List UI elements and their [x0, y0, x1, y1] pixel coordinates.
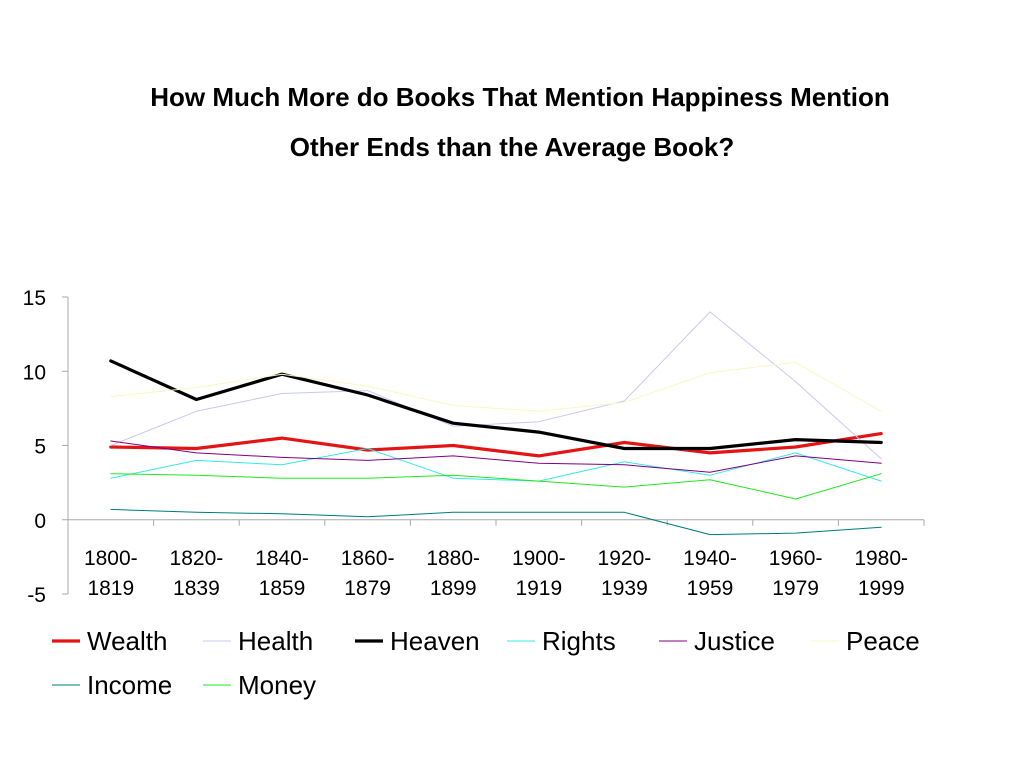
legend-label-wealth: Wealth — [87, 626, 167, 656]
legend-label-heaven: Heaven — [390, 626, 480, 656]
chart-axes — [62, 296, 925, 595]
x-tick-label: 1800- — [84, 547, 138, 570]
x-tick-label: 1920- — [598, 547, 652, 570]
chart-title-line-1: How Much More do Books That Mention Happ… — [150, 82, 890, 112]
series-line-wealth — [109, 432, 883, 458]
x-tick-label: 1999 — [858, 577, 905, 600]
x-tick-label: 1880- — [426, 547, 480, 570]
series-line-heaven — [109, 359, 883, 451]
series-line-justice — [110, 440, 882, 473]
x-tick-label: 1959 — [687, 577, 734, 600]
legend-label-justice: Justice — [694, 626, 775, 656]
x-tick-label: 1820- — [170, 547, 224, 570]
x-tick-label: 1939 — [601, 577, 648, 600]
x-tick-label: 1839 — [173, 577, 220, 600]
x-tick-label: 1900- — [512, 547, 566, 570]
y-tick-label: 5 — [34, 436, 46, 459]
y-tick-label: -5 — [27, 584, 46, 607]
series-line-peace — [110, 361, 882, 412]
x-tick-label: 1960- — [769, 547, 823, 570]
x-tick-label: 1940- — [683, 547, 737, 570]
legend-label-rights: Rights — [542, 626, 616, 656]
x-tick-label: 1860- — [341, 547, 395, 570]
y-tick-label: 0 — [34, 510, 46, 533]
series-line-health — [110, 311, 882, 460]
chart-title-line-2: Other Ends than the Average Book? — [289, 132, 735, 162]
legend-label-health: Health — [238, 626, 313, 656]
x-tick-label: 1979 — [772, 577, 819, 600]
x-tick-label: 1980- — [854, 547, 908, 570]
legend-label-income: Income — [87, 670, 172, 700]
legend-label-peace: Peace — [846, 626, 920, 656]
y-tick-label: 10 — [23, 361, 46, 384]
chart-series — [109, 311, 883, 536]
series-line-income — [110, 508, 882, 536]
x-tick-label: 1899 — [430, 577, 477, 600]
x-tick-label: 1819 — [87, 577, 134, 600]
x-tick-label: 1840- — [255, 547, 309, 570]
x-tick-label: 1859 — [259, 577, 306, 600]
series-line-money — [110, 473, 882, 500]
x-tick-label: 1919 — [515, 577, 562, 600]
y-tick-label: 15 — [23, 287, 46, 310]
x-tick-label: 1879 — [344, 577, 391, 600]
chart-legend: Wealth Health Heaven Rights Justice Peace Inco… — [52, 626, 920, 700]
legend-label-money: Money — [238, 670, 316, 700]
chart-tick-labels: -5 0 5 10 15 1800- 1819 1820- 1839 1840- 1859 1860-… — [23, 287, 908, 607]
